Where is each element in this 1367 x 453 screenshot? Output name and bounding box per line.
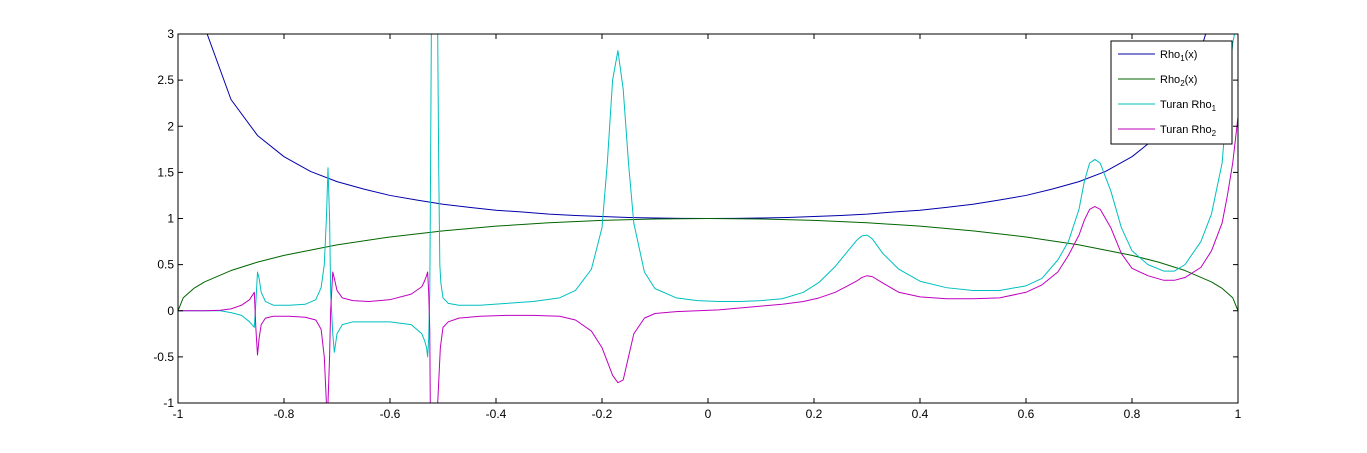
legend-label-subscript: 1 xyxy=(1212,104,1217,113)
legend-label-base: Rho xyxy=(1160,74,1180,86)
y-tick-label: 1.5 xyxy=(157,165,174,179)
legend-label-subscript: 2 xyxy=(1212,129,1217,138)
ticks-layer: -1 -0.8 -0.6 -0.4 -0.2 0 0.2 0.4 0.6 0.8 1 -1 -0.5 0 0… xyxy=(153,27,1241,421)
legend-label: Turan Rho2 xyxy=(1160,124,1217,138)
legend-label: Rho1(x) xyxy=(1160,49,1197,63)
x-tick-label: -1 xyxy=(173,407,184,421)
x-tick-label: 0.8 xyxy=(1124,407,1141,421)
x-tick-label: 0 xyxy=(705,407,712,421)
legend-label-subscript: 1 xyxy=(1180,54,1185,63)
legend-label-base: Turan Rho xyxy=(1160,124,1212,136)
x-tick-label: -0.2 xyxy=(592,407,613,421)
x-tick-label: -0.8 xyxy=(274,407,295,421)
x-tick-label: 0.4 xyxy=(912,407,929,421)
legend-label-base: Turan Rho xyxy=(1160,99,1212,111)
series-layer xyxy=(178,34,1238,403)
x-tick-label: 0.2 xyxy=(806,407,823,421)
legend-box xyxy=(1110,40,1233,145)
y-tick-label: 3 xyxy=(167,27,174,41)
y-tick-label: -0.5 xyxy=(153,350,174,364)
series-line-4 xyxy=(178,116,1238,403)
x-tick-label: -0.4 xyxy=(486,407,507,421)
y-tick-label: 2.5 xyxy=(157,73,174,87)
y-tick-label: 0 xyxy=(167,304,174,318)
legend-label-suffix: (x) xyxy=(1185,74,1198,86)
y-tick-label: -1 xyxy=(163,396,174,410)
y-tick-label: 2 xyxy=(167,119,174,133)
y-tick-label: 0.5 xyxy=(157,258,174,272)
legend-label-subscript: 2 xyxy=(1180,79,1185,88)
legend-label: Turan Rho1 xyxy=(1160,99,1217,113)
series-line-3 xyxy=(178,34,1235,358)
x-tick-label: -0.6 xyxy=(380,407,401,421)
legend-label: Rho2(x) xyxy=(1160,74,1197,88)
y-tick-label: 1 xyxy=(167,212,174,226)
x-tick-label: 0.6 xyxy=(1018,407,1035,421)
legend-label-base: Rho xyxy=(1160,49,1180,61)
series-line-2 xyxy=(178,218,1238,311)
legend-label-suffix: (x) xyxy=(1185,49,1198,61)
x-tick-label: 1 xyxy=(1235,407,1242,421)
